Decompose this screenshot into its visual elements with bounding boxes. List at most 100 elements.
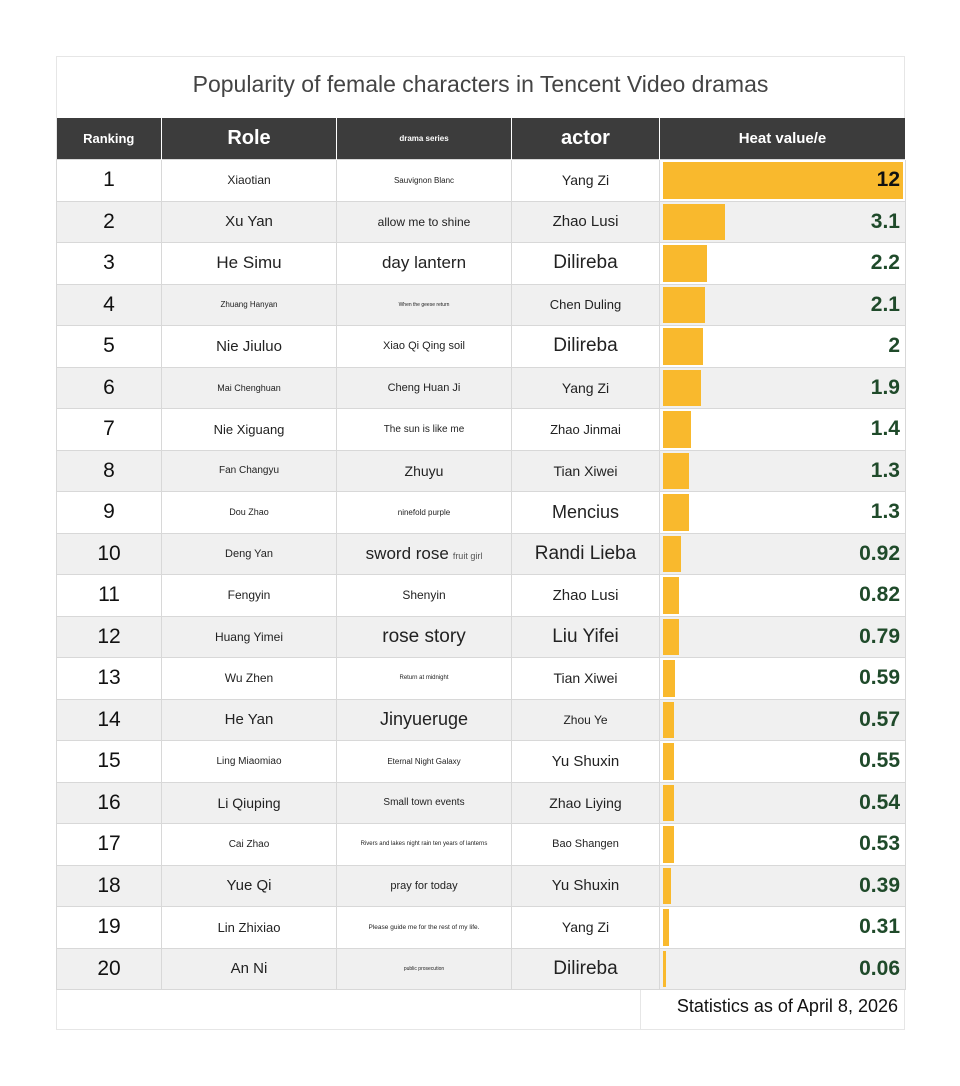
series-name: Rivers and lakes night rain ten years of…: [360, 841, 488, 848]
actor-cell: Dilireba: [511, 242, 660, 285]
role-cell: Li Qiuping: [161, 781, 337, 824]
heat-value-label: 3.1: [870, 209, 900, 233]
header-row: Ranking Role drama series actor Heat val…: [56, 118, 906, 160]
series-cell: Cheng Huan Ji: [336, 366, 512, 409]
heat-value-label: 2.2: [870, 251, 900, 275]
rank-cell: 10: [56, 532, 162, 575]
rank-cell: 18: [56, 864, 162, 907]
series-cell: public prosecution: [336, 947, 512, 990]
header-actor: actor: [511, 118, 660, 160]
role-cell: Nie Xiguang: [161, 408, 337, 451]
table-row: 4 Zhuang Hanyan When the geese return Chen …: [56, 283, 906, 326]
heat-bar: [663, 660, 675, 697]
table-row: 10 Deng Yan sword rose fruit girl Randi Lieb…: [56, 532, 906, 575]
heat-bar: [663, 826, 674, 863]
heat-value-label: 1.3: [870, 500, 900, 524]
heat-bar: [663, 535, 682, 572]
series-cell: Small town events: [336, 781, 512, 824]
heat-cell: 2.1: [659, 283, 906, 326]
actor-cell: Zhao Liying: [511, 781, 660, 824]
series-cell: Eternal Night Galaxy: [336, 740, 512, 783]
rank-cell: 2: [56, 200, 162, 243]
series-name: Eternal Night Galaxy: [387, 756, 461, 766]
role-cell: Wu Zhen: [161, 657, 337, 700]
heat-cell: 1.9: [659, 366, 906, 409]
series-cell: Please guide me for the rest of my life.: [336, 906, 512, 949]
role-cell: An Ni: [161, 947, 337, 990]
heat-bar: [663, 286, 705, 323]
table-row: 5 Nie Jiuluo Xiao Qi Qing soil Dilireba 2: [56, 325, 906, 368]
role-cell: Ling Miaomiao: [161, 740, 337, 783]
rank-cell: 7: [56, 408, 162, 451]
heat-cell: 0.59: [659, 657, 906, 700]
role-cell: Deng Yan: [161, 532, 337, 575]
actor-cell: Yu Shuxin: [511, 740, 660, 783]
role-cell: Dou Zhao: [161, 491, 337, 534]
actor-cell: Zhao Jinmai: [511, 408, 660, 451]
heat-value-label: 0.39: [859, 873, 900, 897]
heat-bar: [663, 328, 703, 365]
series-name: The sun is like me: [383, 423, 465, 435]
heat-cell: 3.1: [659, 200, 906, 243]
series-name: public prosecution: [403, 965, 445, 972]
heat-value-label: 0.06: [859, 956, 900, 980]
series-name: pray for today: [390, 879, 458, 892]
header-series: drama series: [336, 118, 512, 160]
heat-cell: 0.53: [659, 823, 906, 866]
heat-cell: 0.54: [659, 781, 906, 824]
actor-cell: Chen Duling: [511, 283, 660, 326]
heat-bar: [663, 909, 670, 946]
heat-value-label: 0.54: [859, 790, 900, 814]
series-name: day lantern: [381, 253, 467, 273]
series-name: ninefold purple: [397, 507, 451, 517]
actor-cell: Liu Yifei: [511, 615, 660, 658]
role-cell: He Simu: [161, 242, 337, 285]
series-cell: pray for today: [336, 864, 512, 907]
role-cell: Mai Chenghuan: [161, 366, 337, 409]
header-heat: Heat value/e: [659, 118, 906, 160]
heat-cell: 2: [659, 325, 906, 368]
role-cell: Yue Qi: [161, 864, 337, 907]
rank-cell: 4: [56, 283, 162, 326]
heat-value-label: 0.53: [859, 832, 900, 856]
table-row: 16 Li Qiuping Small town events Zhao Liying…: [56, 781, 906, 824]
series-cell: Zhuyu: [336, 449, 512, 492]
series-name: Please guide me for the rest of my life.: [368, 923, 480, 931]
heat-cell: 1.4: [659, 408, 906, 451]
heat-cell: 0.06: [659, 947, 906, 990]
series-name: Xiao Qi Qing soil: [383, 340, 465, 353]
role-cell: Fan Changyu: [161, 449, 337, 492]
role-cell: Zhuang Hanyan: [161, 283, 337, 326]
table-row: 14 He Yan Jinyueruge Zhou Ye 0.57: [56, 698, 906, 741]
series-cell: Jinyueruge: [336, 698, 512, 741]
actor-cell: Yu Shuxin: [511, 864, 660, 907]
heat-cell: 1.3: [659, 449, 906, 492]
heat-cell: 1.3: [659, 491, 906, 534]
heat-bar: [663, 950, 666, 987]
header-ranking: Ranking: [56, 118, 162, 160]
table-row: 7 Nie Xiguang The sun is like me Zhao Jinma…: [56, 408, 906, 451]
role-cell: Huang Yimei: [161, 615, 337, 658]
table-row: 2 Xu Yan allow me to shine Zhao Lusi 3.1: [56, 200, 906, 243]
table-row: 11 Fengyin Shenyin Zhao Lusi 0.82: [56, 574, 906, 617]
series-name: Small town events: [383, 797, 465, 809]
actor-cell: Yang Zi: [511, 159, 660, 202]
role-cell: Xu Yan: [161, 200, 337, 243]
actor-cell: Tian Xiwei: [511, 449, 660, 492]
heat-bar: [663, 618, 679, 655]
series-name: Zhuyu: [404, 462, 444, 479]
heat-cell: 0.31: [659, 906, 906, 949]
rank-cell: 6: [56, 366, 162, 409]
series-name: Sauvignon Blanc: [393, 175, 455, 185]
heat-bar: [663, 452, 689, 489]
heat-value-label: 0.31: [859, 915, 900, 939]
actor-cell: Yang Zi: [511, 366, 660, 409]
heat-bar: [663, 245, 707, 282]
rank-cell: 5: [56, 325, 162, 368]
heat-value-label: 1.3: [870, 458, 900, 482]
actor-cell: Mencius: [511, 491, 660, 534]
table-row: 20 An Ni public prosecution Dilireba 0.06: [56, 947, 906, 990]
table-row: 17 Cai Zhao Rivers and lakes night rain te…: [56, 823, 906, 866]
ranking-table: Ranking Role drama series actor Heat val…: [56, 118, 906, 990]
series-cell: The sun is like me: [336, 408, 512, 451]
